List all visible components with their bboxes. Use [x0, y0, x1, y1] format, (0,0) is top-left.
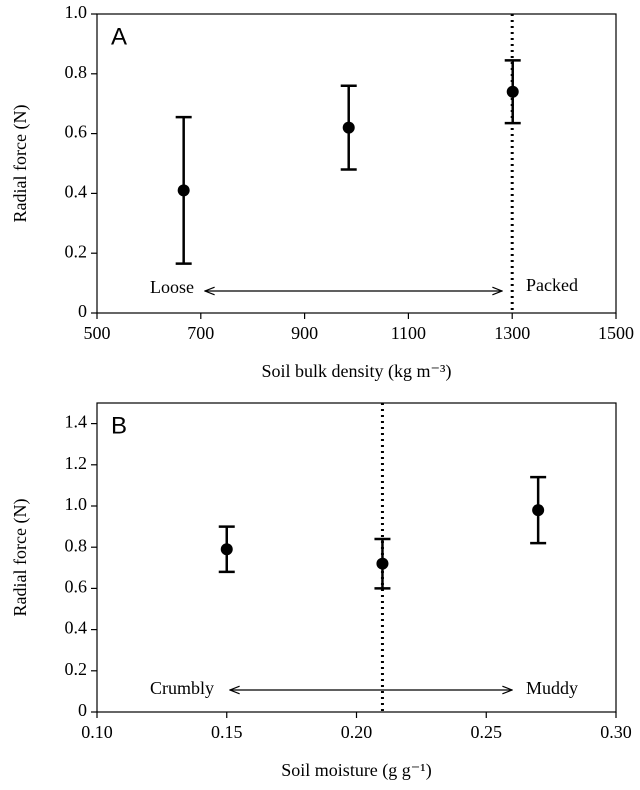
y-tick-label: 0.8	[65, 535, 88, 555]
x-tick-label: 0.30	[600, 722, 632, 742]
panel-letter: A	[111, 23, 127, 50]
panel-letter: B	[111, 412, 127, 439]
x-tick-label: 1100	[391, 323, 426, 343]
annotation: Muddy	[526, 678, 578, 698]
y-tick-label: 0.4	[65, 618, 88, 638]
x-tick-label: 900	[291, 323, 318, 343]
data-point	[506, 85, 519, 98]
annotation: Loose	[150, 277, 194, 297]
data-point	[532, 504, 545, 517]
x-tick-label: 1500	[598, 323, 634, 343]
y-tick-label: 1.0	[65, 494, 88, 514]
y-axis-label: Radial force (N)	[10, 499, 31, 617]
data-point	[342, 121, 355, 134]
data-point	[220, 543, 233, 556]
x-tick-label: 1300	[494, 323, 530, 343]
y-tick-label: 0.2	[65, 659, 88, 679]
data-point	[376, 557, 389, 570]
x-tick-label: 0.20	[341, 722, 373, 742]
x-tick-label: 700	[187, 323, 214, 343]
y-tick-label: 1.2	[65, 453, 88, 473]
y-tick-label: 0.8	[65, 62, 88, 82]
x-tick-label: 0.15	[211, 722, 243, 742]
y-axis-label: Radial force (N)	[10, 105, 31, 223]
y-tick-label: 0.6	[65, 122, 88, 142]
x-axis-label: Soil moisture (g g⁻¹)	[281, 760, 431, 781]
annotation: Packed	[526, 275, 578, 295]
data-point	[177, 184, 190, 197]
x-axis-label: Soil bulk density (kg m⁻³)	[262, 361, 452, 382]
y-tick-label: 0	[78, 700, 87, 720]
y-tick-label: 1.0	[65, 2, 88, 22]
y-tick-label: 0	[78, 301, 87, 321]
y-tick-label: 0.2	[65, 241, 88, 261]
plot-frame	[96, 13, 617, 314]
plot-frame	[96, 402, 617, 713]
y-tick-label: 1.4	[65, 412, 88, 432]
annotation: Crumbly	[150, 678, 214, 698]
y-tick-label: 0.4	[65, 182, 88, 202]
y-tick-label: 0.6	[65, 577, 88, 597]
x-tick-label: 500	[84, 323, 111, 343]
x-tick-label: 0.10	[81, 722, 113, 742]
x-tick-label: 0.25	[471, 722, 503, 742]
